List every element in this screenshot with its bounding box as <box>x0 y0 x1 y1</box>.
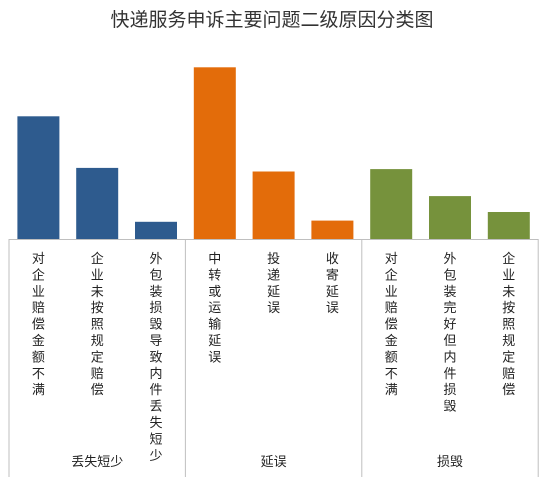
group-label-1: 丢失短少 <box>71 455 123 470</box>
chart-title: 快递服务申诉主要问题二级原因分类图 <box>110 9 433 31</box>
bar-1-1 <box>17 116 60 239</box>
category-labels-layer: 对企业赔偿金额不满 企业未按照规定赔偿 外包装损毁导致内件丢失短少 中转或运输延误 投递… <box>32 251 515 464</box>
category-label-1-3: 外包装损毁导致内件丢失短少 <box>149 252 162 464</box>
bar-2-3 <box>311 220 354 239</box>
bar-3-1 <box>370 169 413 239</box>
bar-2-1 <box>193 67 236 239</box>
category-label-3-2: 外包装完好但内件损毁 <box>443 252 456 415</box>
bar-3-3 <box>487 212 530 239</box>
category-label-2-3: 收寄延误 <box>326 252 339 316</box>
group-label-2: 延误 <box>261 455 287 470</box>
category-label-1-1: 对企业赔偿金额不满 <box>32 252 45 398</box>
bar-1-2 <box>76 167 119 239</box>
category-label-1-2: 企业未按照规定赔偿 <box>91 251 104 398</box>
group-label-3: 损毁 <box>437 455 463 470</box>
category-label-2-1: 中转或运输延误 <box>208 252 221 365</box>
axis-layer <box>8 239 539 477</box>
bar-1-3 <box>135 221 177 239</box>
bar-2-2 <box>252 171 295 239</box>
bar-3-2 <box>429 196 471 239</box>
category-label-2-2: 投递延误 <box>267 251 280 316</box>
category-label-3-3: 企业未按照规定赔偿 <box>502 251 515 398</box>
bars-layer <box>17 67 530 239</box>
category-label-3-1: 对企业赔偿金额不满 <box>385 252 398 398</box>
group-labels-layer: 丢失短少 延误 损毁 <box>71 455 463 470</box>
